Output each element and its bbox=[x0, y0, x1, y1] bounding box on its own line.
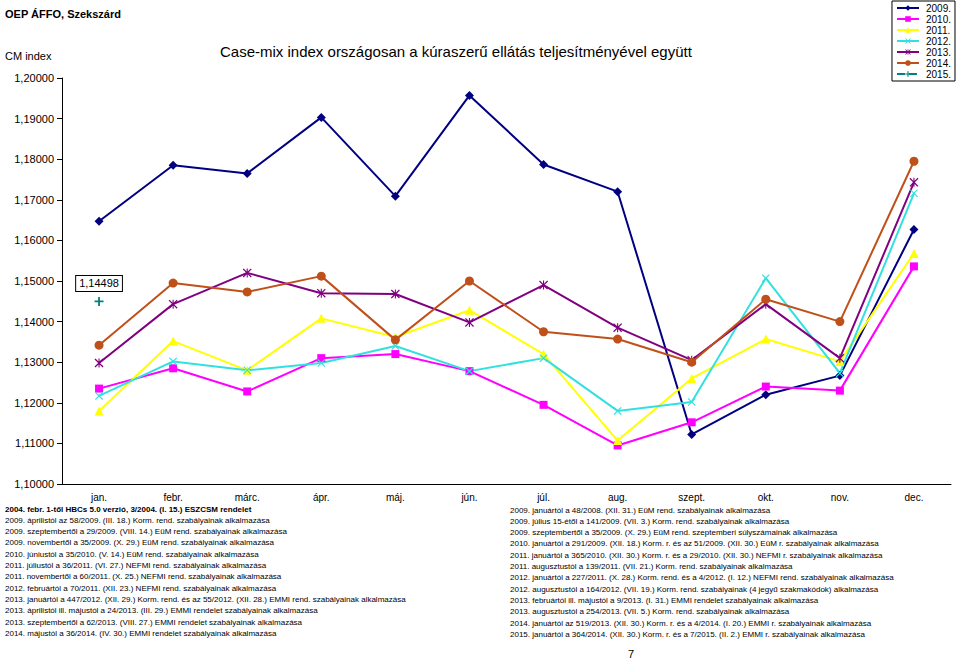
svg-text:2013. szeptembertől a 62/2013.: 2013. szeptembertől a 62/2013. (VIII. 27… bbox=[5, 618, 303, 627]
svg-text:1,19000: 1,19000 bbox=[14, 113, 54, 125]
svg-text:7: 7 bbox=[628, 648, 634, 660]
svg-text:ápr.: ápr. bbox=[313, 492, 330, 503]
svg-text:2012. februártól a 70/2011. (X: 2012. februártól a 70/2011. (XII. 23.) N… bbox=[5, 584, 277, 593]
svg-text:2013. áprilistól ill. májustól: 2013. áprilistól ill. májustól a 24/2013… bbox=[5, 606, 318, 615]
svg-text:2011.: 2011. bbox=[926, 25, 950, 36]
svg-text:1,13000: 1,13000 bbox=[14, 356, 54, 368]
svg-text:1,10000: 1,10000 bbox=[14, 478, 54, 490]
svg-text:2013. augusztustól a 254/2013.: 2013. augusztustól a 254/2013. (VII. 5.)… bbox=[510, 607, 790, 616]
svg-text:2013.: 2013. bbox=[926, 47, 951, 58]
svg-text:1,12000: 1,12000 bbox=[14, 397, 54, 409]
svg-text:2009. novembertől a 35/2009. (: 2009. novembertől a 35/2009. (X. 29.) Eü… bbox=[5, 538, 275, 547]
svg-text:2013. januártól a 447/2012. (X: 2013. januártól a 447/2012. (XII. 29.) K… bbox=[5, 595, 406, 604]
svg-text:2009.: 2009. bbox=[926, 3, 951, 14]
svg-text:Case-mix index országosan a kú: Case-mix index országosan a kúraszerű el… bbox=[220, 43, 693, 60]
svg-text:2012.: 2012. bbox=[926, 36, 951, 47]
svg-text:2010.: 2010. bbox=[926, 14, 951, 25]
svg-text:2009. áprilistól az 58/2009. (: 2009. áprilistól az 58/2009. (III. 18.) … bbox=[5, 516, 270, 525]
svg-text:1,11000: 1,11000 bbox=[15, 437, 54, 449]
svg-text:2009. januártól a 48/2008. (XI: 2009. januártól a 48/2008. (XII. 31.) Eü… bbox=[510, 506, 771, 515]
svg-text:2011. augusztustól a 139/2011.: 2011. augusztustól a 139/2011. (VII. 21.… bbox=[510, 562, 793, 571]
svg-text:2011. júliustól a 36/2011. (VI: 2011. júliustól a 36/2011. (VI. 27.) NEF… bbox=[5, 561, 267, 570]
svg-text:2015. januártól a 364/2014. (X: 2015. januártól a 364/2014. (XII. 30.) K… bbox=[510, 630, 865, 639]
svg-text:2009. július 15-étől a 141/200: 2009. július 15-étől a 141/2009. (VII. 3… bbox=[510, 517, 790, 526]
svg-text:CM index: CM index bbox=[5, 50, 52, 62]
svg-text:OEP ÁFFO, Szekszárd: OEP ÁFFO, Szekszárd bbox=[5, 8, 121, 20]
svg-text:2012. januártól a 227/2011. (X: 2012. januártól a 227/2011. (X. 28.) Kor… bbox=[510, 573, 894, 582]
svg-text:2015.: 2015. bbox=[926, 69, 951, 80]
svg-text:okt.: okt. bbox=[758, 492, 774, 503]
svg-text:aug.: aug. bbox=[608, 492, 627, 503]
svg-text:2011. januártól a 365/2010. (X: 2011. januártól a 365/2010. (XII. 30.) K… bbox=[510, 551, 883, 560]
svg-text:1,14000: 1,14000 bbox=[14, 316, 54, 328]
svg-text:dec.: dec. bbox=[905, 492, 924, 503]
svg-text:2014.: 2014. bbox=[926, 58, 951, 69]
svg-text:jún.: jún. bbox=[460, 492, 477, 503]
svg-text:máj.: máj. bbox=[386, 492, 405, 503]
svg-text:jan.: jan. bbox=[90, 492, 107, 503]
svg-text:2009. szeptembertől a 35/2009.: 2009. szeptembertől a 35/2009. (X. 29.) … bbox=[510, 528, 838, 537]
svg-text:2011. novembertől a 60/2011. (: 2011. novembertől a 60/2011. (X. 25.) NE… bbox=[5, 572, 282, 581]
svg-text:2009. szeptembertől a 29/2009.: 2009. szeptembertől a 29/2009. (VIII. 14… bbox=[5, 527, 287, 536]
svg-text:1,20000: 1,20000 bbox=[14, 72, 54, 84]
svg-text:2013. februártól ill. májustól: 2013. februártól ill. májustól a 9/2013.… bbox=[510, 596, 819, 605]
svg-text:2014. májustól a 36/2014. (IV.: 2014. májustól a 36/2014. (IV. 30.) EMMI… bbox=[5, 629, 277, 638]
svg-text:2004. febr. 1-től HBCs 5.0 ver: 2004. febr. 1-től HBCs 5.0 verzió, 3/200… bbox=[5, 505, 252, 514]
svg-text:2010. júniustól a 35/2010. (V.: 2010. júniustól a 35/2010. (V. 14.) EüM … bbox=[5, 550, 259, 559]
svg-text:2012. augusztustól a 164/2012.: 2012. augusztustól a 164/2012. (VII. 19.… bbox=[510, 585, 879, 594]
svg-text:nov.: nov. bbox=[831, 492, 849, 503]
svg-text:febr.: febr. bbox=[163, 492, 182, 503]
svg-text:2010. januártól a 291/2009. (X: 2010. januártól a 291/2009. (XII. 18.) K… bbox=[510, 539, 879, 548]
svg-text:1,18000: 1,18000 bbox=[14, 153, 54, 165]
svg-text:1,16000: 1,16000 bbox=[14, 234, 54, 246]
svg-text:2014. januártól az 519/2013. (: 2014. januártól az 519/2013. (XII. 30.) … bbox=[510, 619, 872, 628]
svg-text:1,17000: 1,17000 bbox=[14, 194, 54, 206]
svg-text:márc.: márc. bbox=[235, 492, 260, 503]
svg-text:1,15000: 1,15000 bbox=[14, 275, 54, 287]
svg-text:szept.: szept. bbox=[678, 492, 705, 503]
svg-text:júl.: júl. bbox=[536, 492, 550, 503]
svg-text:1,14498: 1,14498 bbox=[79, 277, 119, 289]
